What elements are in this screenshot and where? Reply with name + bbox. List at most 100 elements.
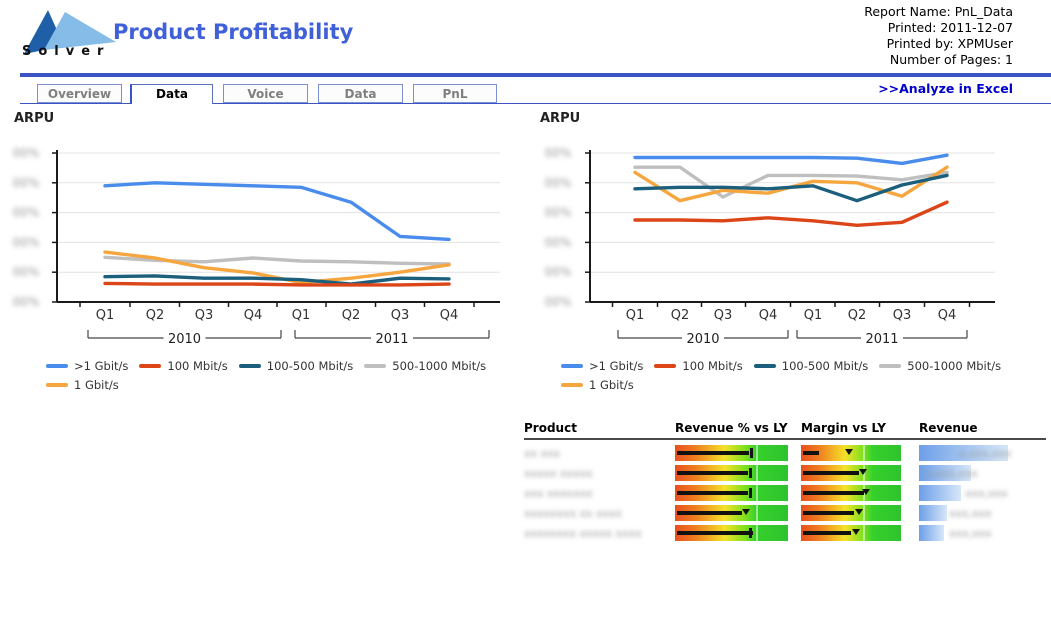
legend-swatch-icon	[879, 364, 902, 368]
col-header-revenue-vs-ly: Revenue % vs LY	[675, 421, 788, 435]
chart-title-right: ARPU	[540, 111, 581, 126]
analyze-in-excel-link[interactable]: >>Analyze in Excel	[878, 81, 1013, 96]
tab-data-3[interactable]: Data	[318, 84, 403, 103]
meta-report-name: Report Name: PnL_Data	[864, 4, 1013, 19]
bullet-margin-vs-ly	[801, 445, 901, 461]
meta-page-count: Number of Pages: 1	[889, 52, 1013, 67]
legend-label: 1 Gbit/s	[589, 378, 634, 392]
triangle-marker-icon	[862, 489, 870, 495]
x-tick-label: Q1	[292, 308, 311, 323]
revenue-bar-track: x,xxx,xxx	[919, 445, 1014, 461]
y-tick-label-redacted: 00%	[13, 235, 40, 249]
tab-voice-2[interactable]: Voice	[223, 84, 308, 103]
legend-swatch-icon	[46, 383, 68, 387]
bullet-margin-vs-ly	[801, 485, 901, 501]
revenue-value-redacted: xxx,xxx	[965, 487, 1008, 500]
x-tick-label: Q4	[440, 308, 459, 323]
series-line--1-gbit-s	[103, 181, 451, 242]
year-group-label: 2011	[375, 332, 408, 347]
revenue-bar	[919, 485, 961, 501]
product-name-redacted: xxxxx xxxxx	[524, 466, 593, 480]
product-name-redacted: xx xxx	[524, 446, 561, 460]
x-tick-label: Q2	[671, 308, 690, 323]
table-row-1: xxxxx xxxxx x,xxx,xxx	[524, 463, 1046, 483]
y-tick-label-redacted: 00%	[13, 176, 40, 190]
product-table-body: xx xxx x,xxx,xxx xxxxx xxxxx x,xxx,xxx xxx x…	[524, 443, 1046, 543]
x-tick-label: Q4	[759, 308, 778, 323]
tick-marker-icon	[748, 528, 752, 538]
tick-marker-icon	[749, 448, 753, 458]
page-title: Product Profitability	[113, 20, 354, 44]
y-tick-label-redacted: 00%	[545, 206, 572, 220]
legend-label: 100 Mbit/s	[682, 359, 743, 373]
product-table: Product Revenue % vs LY Margin vs LY Rev…	[524, 421, 1046, 543]
y-tick-label-redacted: 00%	[13, 265, 40, 279]
bullet-revenue-vs-ly	[675, 465, 788, 481]
legend-label: 500-1000 Mbit/s	[392, 359, 487, 373]
x-tick-label: Q3	[195, 308, 214, 323]
revenue-value-redacted: x,xxx,xxx	[925, 467, 978, 480]
triangle-marker-icon	[742, 509, 751, 515]
product-name-redacted: xxxxxxxx xxxxx xxxx	[524, 526, 642, 540]
tab-overview-0[interactable]: Overview	[37, 84, 122, 103]
x-tick-label: Q2	[342, 308, 361, 323]
tabs-underline	[20, 103, 1051, 104]
legend-label: 500-1000 Mbit/s	[907, 359, 1002, 373]
legend-item-100-500-mbit-s: 100-500 Mbit/s	[753, 359, 868, 373]
year-group-label: 2010	[686, 332, 719, 347]
legend-item--1-gbit-s: >1 Gbit/s	[46, 359, 128, 373]
product-name-redacted: xxx xxxxxxx	[524, 486, 593, 500]
triangle-marker-icon	[859, 469, 867, 475]
legend-swatch-icon	[364, 364, 387, 368]
x-tick-label: Q3	[714, 308, 733, 323]
revenue-value-redacted: xxx,xxx	[949, 527, 992, 540]
legend-item-1-gbit-s: 1 Gbit/s	[561, 378, 634, 392]
product-table-header: Product Revenue % vs LY Margin vs LY Rev…	[524, 421, 1046, 440]
legend-swatch-icon	[561, 364, 583, 368]
x-tick-label: Q3	[893, 308, 912, 323]
bullet-margin-vs-ly	[801, 465, 901, 481]
y-tick-label-redacted: 00%	[545, 146, 572, 160]
meta-printed-date: Printed: 2011-12-07	[887, 20, 1013, 35]
revenue-bar	[919, 505, 947, 521]
revenue-value-redacted: xxx,xxx	[949, 507, 992, 520]
chart-svg: 00% 00% 00% 00% 00% 00% Q1 Q2 Q3 Q4 Q1 Q2 Q3 Q4 2010 20…	[13, 146, 500, 347]
legend-swatch-icon	[139, 364, 162, 368]
x-tick-label: Q1	[96, 308, 115, 323]
tab-data-1[interactable]: Data	[130, 84, 213, 104]
tab-pnl-4[interactable]: PnL	[413, 84, 497, 103]
y-tick-label-redacted: 00%	[13, 206, 40, 220]
revenue-value-redacted: x,xxx,xxx	[959, 447, 1012, 460]
y-tick-label-redacted: 00%	[13, 146, 40, 160]
legend-item-500-1000-mbit-s: 500-1000 Mbit/s	[364, 359, 486, 373]
revenue-bar-track: xxx,xxx	[919, 505, 1014, 521]
col-header-margin-vs-ly: Margin vs LY	[801, 421, 886, 435]
revenue-bar-track: xxx,xxx	[919, 525, 1014, 541]
table-row-4: xxxxxxxx xxxxx xxxx xxx,xxx	[524, 523, 1046, 543]
report-meta: Report Name: PnL_Data Printed: 2011-12-0…	[864, 4, 1013, 68]
bullet-revenue-vs-ly	[675, 505, 788, 521]
triangle-marker-icon	[852, 529, 860, 535]
x-tick-label: Q3	[391, 308, 410, 323]
arpu-chart-right: 00% 00% 00% 00% 00% 00% Q1 Q2 Q3 Q4 Q1 Q2 Q3 Q4 2010 20…	[530, 140, 1051, 352]
top-accent-bar	[20, 73, 1051, 77]
bullet-margin-vs-ly	[801, 525, 901, 541]
legend-swatch-icon	[561, 383, 583, 387]
chart-title-left: ARPU	[14, 111, 55, 126]
logo-wordmark: Solver	[22, 44, 111, 59]
tick-marker-icon	[748, 488, 752, 498]
x-tick-label: Q1	[804, 308, 823, 323]
x-tick-label: Q1	[626, 308, 645, 323]
bullet-revenue-vs-ly	[675, 485, 788, 501]
year-group-label: 2011	[865, 332, 898, 347]
legend-item-100-500-mbit-s: 100-500 Mbit/s	[238, 359, 353, 373]
legend-swatch-icon	[238, 364, 261, 368]
legend-right: >1 Gbit/s 100 Mbit/s 100-500 Mbit/s 500-100…	[561, 359, 1001, 397]
legend-swatch-icon	[654, 364, 677, 368]
legend-item-100-mbit-s: 100 Mbit/s	[139, 359, 228, 373]
arpu-chart-left: 00% 00% 00% 00% 00% 00% Q1 Q2 Q3 Q4 Q1 Q2 Q3 Q4 2010 20…	[0, 140, 521, 352]
x-tick-label: Q4	[244, 308, 263, 323]
legend-label: >1 Gbit/s	[589, 359, 644, 373]
series-line-100-500-mbit-s	[633, 173, 949, 203]
